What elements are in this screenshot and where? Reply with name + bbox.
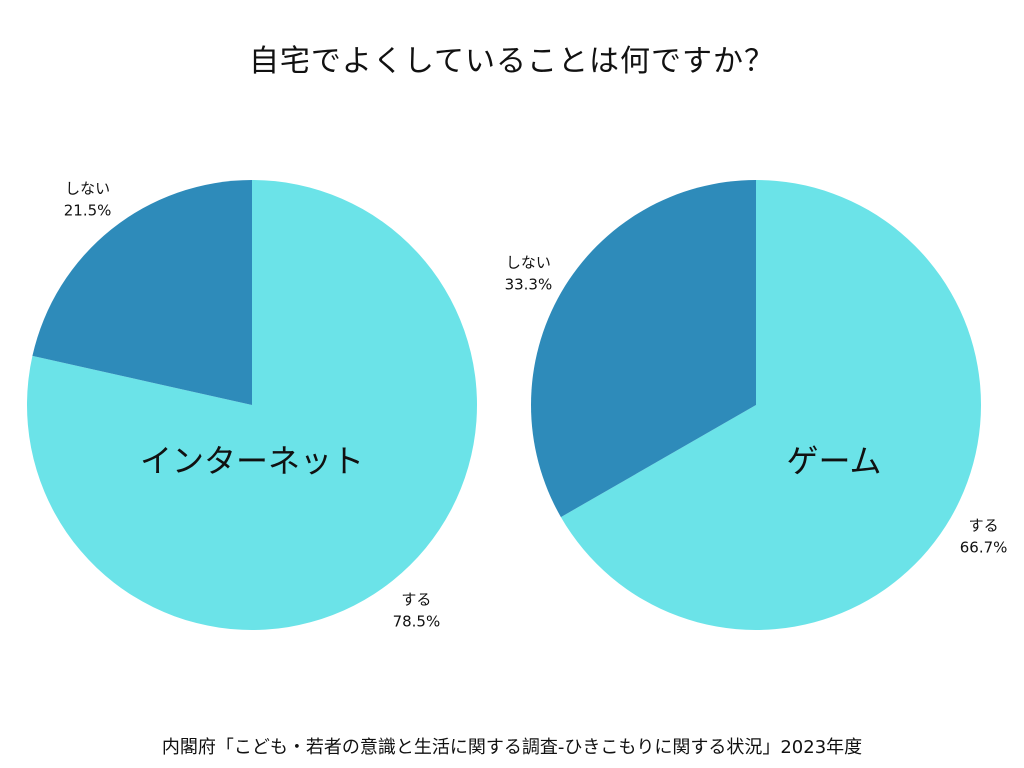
pie-internet: インターネット する 78.5% しない 21.5% — [27, 180, 478, 630]
source-note: 内閣府「こども・若者の意識と生活に関する調査-ひきこもりに関する状況」2023年… — [161, 737, 863, 758]
center-label-game: ゲーム — [786, 442, 881, 480]
chart-title: 自宅でよくしていることは何ですか？ — [248, 44, 776, 79]
label-internet-shinai: しない — [65, 180, 110, 198]
value-game-suru: 66.7% — [960, 539, 1008, 557]
label-game-shinai: しない — [506, 253, 551, 271]
value-game-shinai: 33.3% — [505, 275, 553, 293]
slice-internet-shinai — [32, 180, 252, 405]
label-internet-suru: する — [401, 590, 431, 608]
value-internet-suru: 78.5% — [393, 612, 441, 630]
pie-game: ゲーム する 66.7% しない 33.3% — [505, 180, 1008, 630]
value-internet-shinai: 21.5% — [64, 202, 112, 220]
label-game-suru: する — [969, 517, 999, 535]
slice-game-suru — [560, 180, 982, 630]
slice-game-shinai — [531, 180, 756, 518]
slice-internet-suru — [27, 180, 478, 630]
center-label-internet: インターネット — [140, 442, 364, 480]
